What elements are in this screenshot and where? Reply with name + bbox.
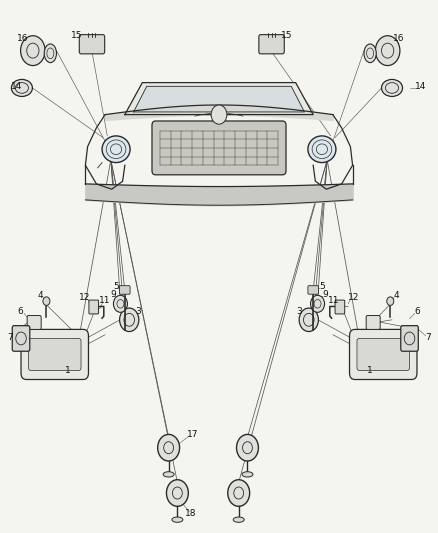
Text: 4: 4 [394, 292, 399, 300]
Text: 7: 7 [7, 333, 13, 342]
FancyBboxPatch shape [28, 338, 81, 370]
Text: 18: 18 [185, 509, 196, 518]
Circle shape [211, 105, 227, 124]
Text: 11: 11 [99, 296, 110, 304]
Circle shape [387, 297, 394, 305]
FancyBboxPatch shape [79, 35, 105, 54]
Text: 16: 16 [393, 34, 404, 43]
FancyBboxPatch shape [12, 326, 30, 351]
Text: 12: 12 [79, 293, 90, 302]
Polygon shape [125, 83, 313, 115]
Text: 6: 6 [414, 308, 420, 316]
Circle shape [113, 295, 127, 312]
Text: 4: 4 [38, 292, 43, 300]
Ellipse shape [102, 136, 130, 163]
Circle shape [166, 480, 188, 506]
FancyBboxPatch shape [89, 300, 99, 314]
FancyBboxPatch shape [308, 286, 318, 294]
Circle shape [311, 295, 325, 312]
Circle shape [228, 480, 250, 506]
Ellipse shape [163, 472, 174, 477]
Text: 17: 17 [187, 430, 198, 439]
Circle shape [299, 308, 318, 332]
FancyBboxPatch shape [357, 338, 410, 370]
Circle shape [237, 434, 258, 461]
Circle shape [43, 297, 50, 305]
FancyBboxPatch shape [120, 286, 130, 294]
Text: 6: 6 [18, 308, 24, 316]
Circle shape [21, 36, 45, 66]
Text: 3: 3 [135, 308, 141, 316]
Text: 5: 5 [113, 282, 119, 291]
Text: 1: 1 [367, 366, 373, 375]
Circle shape [158, 434, 180, 461]
Ellipse shape [308, 136, 336, 163]
FancyBboxPatch shape [401, 326, 418, 351]
Ellipse shape [381, 79, 403, 96]
Text: 5: 5 [319, 282, 325, 291]
Text: 15: 15 [71, 31, 82, 39]
FancyBboxPatch shape [259, 35, 284, 54]
Polygon shape [134, 86, 304, 112]
Text: 14: 14 [415, 83, 426, 91]
Circle shape [120, 308, 139, 332]
FancyBboxPatch shape [27, 316, 41, 329]
Ellipse shape [242, 472, 253, 477]
Ellipse shape [44, 44, 57, 63]
Text: 14: 14 [11, 83, 22, 91]
Circle shape [375, 36, 400, 66]
Text: 3: 3 [297, 308, 303, 316]
Text: 9: 9 [322, 290, 328, 299]
Text: 11: 11 [328, 296, 339, 304]
Ellipse shape [11, 79, 32, 96]
FancyBboxPatch shape [21, 329, 88, 379]
Ellipse shape [233, 517, 244, 522]
FancyBboxPatch shape [366, 316, 380, 329]
Text: 16: 16 [17, 34, 28, 43]
Text: 7: 7 [425, 333, 431, 342]
Text: 9: 9 [110, 290, 116, 299]
FancyBboxPatch shape [350, 329, 417, 379]
FancyBboxPatch shape [335, 300, 345, 314]
Ellipse shape [172, 517, 183, 522]
FancyBboxPatch shape [152, 121, 286, 175]
Text: 12: 12 [348, 293, 359, 302]
Text: 15: 15 [281, 31, 293, 39]
Ellipse shape [364, 44, 376, 63]
Text: 1: 1 [65, 366, 71, 375]
